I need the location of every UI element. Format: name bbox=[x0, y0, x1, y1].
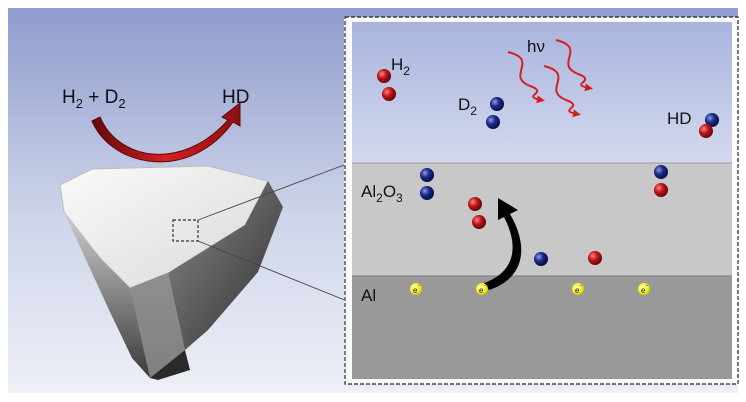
svg-text:e: e bbox=[413, 286, 418, 295]
hd-label: HD bbox=[667, 109, 692, 128]
h2-molecule-oxide bbox=[468, 197, 486, 229]
zoom-line-bottom bbox=[197, 240, 353, 304]
svg-text:e: e bbox=[575, 286, 580, 295]
svg-text:-: - bbox=[418, 283, 420, 289]
light-label: hν bbox=[527, 37, 545, 56]
hd-molecule-adsorbed bbox=[654, 165, 668, 197]
light-wave-1 bbox=[507, 51, 545, 104]
electron: e - bbox=[572, 283, 584, 295]
d2-label: D2 bbox=[458, 95, 477, 118]
h2-label: H2 bbox=[391, 55, 410, 78]
d-atom bbox=[420, 186, 434, 200]
product-label: HD bbox=[222, 87, 249, 108]
h2-molecule-gas bbox=[377, 69, 396, 101]
hd-molecule-gas bbox=[699, 113, 719, 138]
electron: e - bbox=[476, 283, 488, 295]
reaction-arrow bbox=[91, 101, 241, 163]
oxide-label: Al2O3 bbox=[361, 182, 403, 205]
zoom-line-top bbox=[197, 161, 353, 221]
h-atom bbox=[699, 124, 713, 138]
electron: e - bbox=[410, 283, 422, 295]
d-atom bbox=[490, 97, 504, 111]
inset-dashed-frame bbox=[344, 16, 739, 385]
h-atom bbox=[377, 69, 391, 83]
inset-panel bbox=[344, 16, 739, 385]
d-atom bbox=[420, 168, 434, 182]
d2-molecule-adsorbed bbox=[420, 168, 434, 200]
metal-layer bbox=[352, 276, 732, 379]
electron: e - bbox=[638, 283, 650, 295]
crystal-right-face bbox=[168, 181, 283, 350]
d2-molecule-gas bbox=[486, 97, 504, 129]
svg-text:-: - bbox=[580, 283, 582, 289]
crystal-tip-facet bbox=[130, 273, 185, 378]
h-atom-dissociated bbox=[588, 251, 602, 265]
svg-text:e: e bbox=[641, 286, 646, 295]
gas-phase-region bbox=[352, 22, 732, 163]
d-atom bbox=[705, 113, 719, 127]
h-atom bbox=[472, 215, 486, 229]
electron-transfer-arrow bbox=[484, 198, 522, 290]
d-atom bbox=[654, 165, 668, 179]
h-atom bbox=[654, 183, 668, 197]
svg-text:e: e bbox=[479, 286, 484, 295]
metal-label: Al bbox=[361, 286, 376, 305]
h-atom bbox=[382, 87, 396, 101]
h-atom bbox=[468, 197, 482, 211]
d-atom-dissociated bbox=[534, 252, 548, 266]
crystal-bottom-edge bbox=[150, 350, 190, 380]
light-wave-2 bbox=[543, 65, 581, 118]
aluminum-nanocrystal bbox=[59, 165, 283, 380]
reaction-label: H2 + D2 bbox=[62, 87, 126, 111]
svg-text:-: - bbox=[646, 283, 648, 289]
light-wave-3 bbox=[555, 39, 593, 92]
zoom-region-box bbox=[172, 219, 199, 242]
d-atom bbox=[486, 115, 500, 129]
svg-text:-: - bbox=[484, 283, 486, 289]
